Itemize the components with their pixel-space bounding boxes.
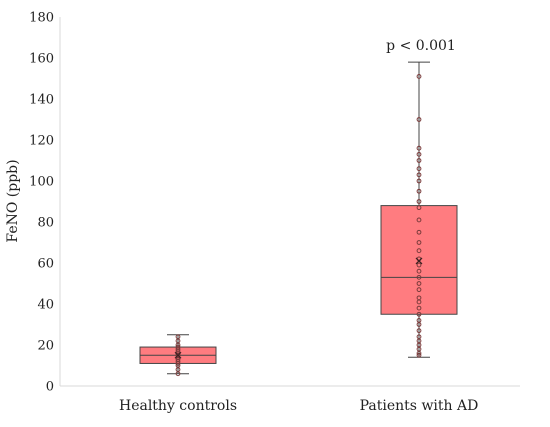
data-point	[416, 262, 422, 268]
category-label: Healthy controls	[119, 398, 237, 414]
data-point	[416, 305, 422, 311]
y-tick-label: 180	[29, 11, 54, 26]
box-group	[139, 334, 217, 377]
data-point	[416, 151, 422, 157]
y-tick-label: 80	[37, 216, 54, 231]
mean-marker	[415, 257, 423, 265]
y-tick-label: 60	[37, 257, 54, 272]
data-point	[416, 74, 422, 79]
data-point	[175, 344, 181, 350]
y-tick-label: 0	[46, 380, 54, 395]
data-point	[416, 311, 422, 317]
data-point	[416, 172, 422, 178]
data-point	[416, 188, 422, 194]
data-point	[416, 145, 422, 151]
y-tick-label: 160	[29, 52, 54, 67]
data-point	[416, 217, 422, 223]
data-point	[416, 117, 422, 122]
y-axis-ticks: 0 20 40 60 80 100 120 140 160 180	[29, 11, 54, 395]
category-label: Patients with AD	[360, 398, 479, 414]
data-point	[416, 334, 422, 340]
data-point	[416, 240, 422, 245]
y-tick-label: 40	[37, 298, 54, 313]
data-point	[416, 318, 422, 323]
data-point	[416, 199, 422, 204]
data-point	[416, 274, 422, 280]
annotations: p < 0.001	[386, 38, 456, 54]
axes	[59, 17, 520, 387]
boxes	[139, 61, 458, 377]
y-tick-label: 20	[37, 339, 54, 354]
data-point	[416, 205, 422, 211]
data-point	[416, 295, 422, 301]
y-tick-label: 100	[29, 175, 54, 190]
data-point	[416, 166, 422, 172]
data-point	[416, 229, 422, 235]
mean-marker	[174, 351, 182, 359]
significance-annotation: p < 0.001	[386, 38, 456, 54]
mean-marker-stroke	[415, 257, 423, 265]
data-point	[416, 352, 422, 358]
y-tick-label: 120	[29, 134, 54, 149]
box-group	[380, 61, 458, 358]
data-point	[416, 287, 422, 293]
data-point	[416, 281, 422, 286]
data-point	[416, 268, 422, 274]
data-point	[416, 158, 422, 163]
data-point	[416, 328, 422, 334]
data-point	[416, 178, 422, 184]
data-point	[416, 248, 422, 254]
category-labels: Healthy controls Patients with AD	[119, 398, 478, 414]
y-axis-title: FeNO (ppb)	[5, 159, 21, 242]
mean-marker-stroke	[174, 351, 182, 359]
data-point	[175, 334, 181, 340]
y-tick-label: 140	[29, 93, 54, 108]
